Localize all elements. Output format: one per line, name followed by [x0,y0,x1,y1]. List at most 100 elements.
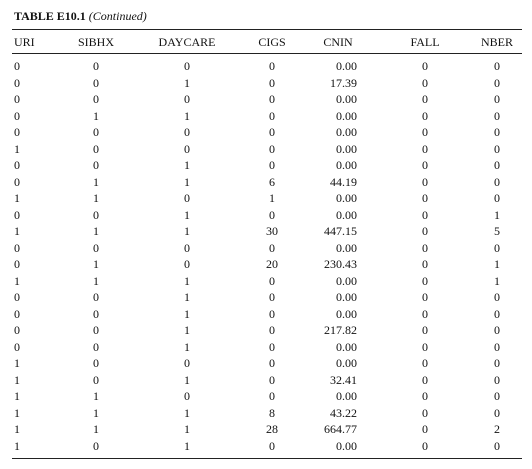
table-cell: 17.39 [330,75,357,90]
table-cell: 0 [422,372,428,387]
table-cell: 1 [184,339,190,354]
table-cell: 0 [269,108,275,123]
table-cell: 0 [184,141,190,156]
table-cell: 0 [422,207,428,222]
table-cell: 0 [422,75,428,90]
table-cell: 0 [494,290,500,304]
table-cell: 0 [422,257,428,271]
column-header: SIBHX [77,35,115,49]
table-cell: 0 [93,372,99,387]
table-cell: 0 [93,240,99,255]
table-cell: 0 [422,141,428,156]
table-cell: 0 [14,339,20,354]
table-cell: 0.00 [336,108,357,123]
table-cell: 0 [14,207,20,222]
table-cell: 0 [14,75,20,90]
table-cell: 0 [14,257,20,271]
table-cell: 0.00 [336,59,357,73]
table-cell: 0 [494,405,500,420]
table-cell: 32.41 [330,372,357,387]
table-cell: 1 [494,207,500,222]
table-title: TABLE E10.1 (Continued) [14,9,147,24]
table-cell: 0 [494,158,500,172]
table-cell: 1 [93,224,99,238]
table-cell: 1 [14,372,20,387]
table-cell: 0 [184,59,190,73]
table-cell: 0 [422,125,428,139]
table-cell: 1 [14,438,20,453]
table-cell: 1 [184,207,190,222]
table-cell: 0 [14,92,20,106]
table-cell: 0.00 [336,125,357,139]
table-cell: 0 [494,356,500,370]
table-cell: 0 [93,356,99,370]
table-cell: 0 [422,323,428,337]
table-cell: 0 [422,438,428,453]
column-header: DAYCARE [158,35,216,49]
table-cell: 0.00 [336,290,357,304]
table-cell: 1 [184,306,190,321]
table-cell: 0 [14,290,20,304]
table-cell: 1 [14,405,20,420]
table-cell: 0.00 [336,240,357,255]
table-cell: 30 [266,224,278,238]
table-cell: 0 [422,92,428,106]
table-cell: 0 [494,323,500,337]
table-cell: 0 [494,108,500,123]
table-number: TABLE E10.1 [14,9,86,23]
table-cell: 1 [184,158,190,172]
table-cell: 1 [14,224,20,238]
table-cell: 0 [93,92,99,106]
table-cell: 1 [14,389,20,403]
table-cell: 8 [269,405,275,420]
table-cell: 0 [494,191,500,205]
table-cell: 0 [494,240,500,255]
table-cell: 20 [266,257,278,271]
table-cell: 1 [184,372,190,387]
table-cell: 0 [93,207,99,222]
table-cell: 0 [422,389,428,403]
table-cell: 0 [422,224,428,238]
table-cell: 0 [14,174,20,189]
table-cell: 0 [14,306,20,321]
table-cell: 0.00 [336,438,357,453]
table-cell: 0 [269,92,275,106]
table-cell: 0 [494,59,500,73]
table-cell: 0.00 [336,339,357,354]
table-cell: 1 [93,422,99,436]
column-header: CIGS [258,35,286,49]
table-cell: 0.00 [336,207,357,222]
table-cell: 1 [14,422,20,436]
table-cell: 0 [422,422,428,436]
table-cell: 0.00 [336,389,357,403]
table-cell: 0.00 [336,158,357,172]
table-cell: 1 [14,273,20,288]
table-cell: 0 [494,438,500,453]
table-cell: 0 [93,125,99,139]
table-cell: 0 [422,290,428,304]
table-cell: 0 [93,323,99,337]
table-cell: 0.00 [336,356,357,370]
table-cell: 0 [494,75,500,90]
table-cell: 0 [422,356,428,370]
table-cell: 0 [422,240,428,255]
table-cell: 5 [494,224,500,238]
table-cell: 0 [269,158,275,172]
table-cell: 0 [93,339,99,354]
column-header: FALL [410,35,440,49]
table-cell: 0 [14,240,20,255]
table-cell: 1 [184,108,190,123]
table-cell: 0.00 [336,141,357,156]
table-cell: 0.00 [336,273,357,288]
table-cell: 0 [422,405,428,420]
table-cell: 1 [184,290,190,304]
table-cell: 0 [93,141,99,156]
table-cell: 0.00 [336,92,357,106]
table-cell: 1 [494,273,500,288]
table-cell: 1 [184,323,190,337]
table-cell: 0 [93,75,99,90]
table-cell: 1 [93,273,99,288]
table-cell: 1 [14,141,20,156]
table-cell: 1 [184,405,190,420]
table-cell: 0 [269,240,275,255]
